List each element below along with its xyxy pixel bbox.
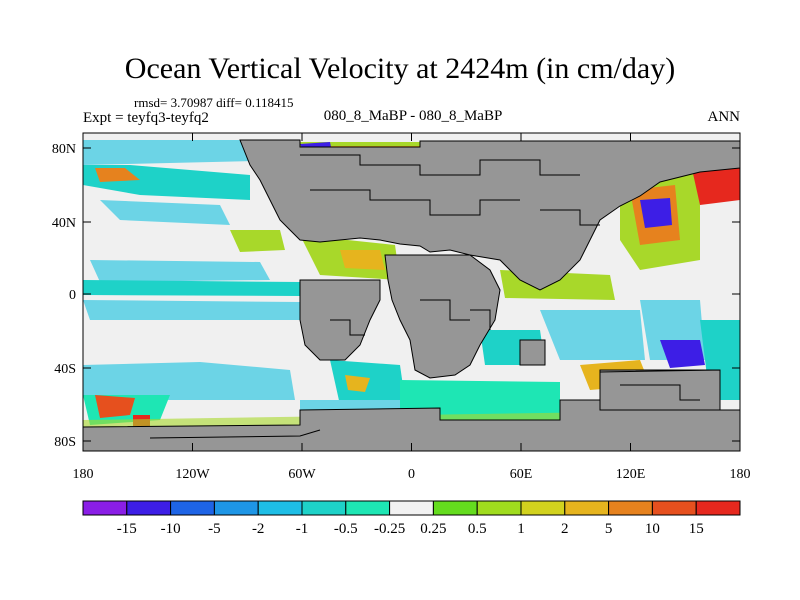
lon-label-180e: 180: [730, 467, 751, 482]
colorbar-swatch: [608, 500, 653, 516]
colorbar-label: 5: [605, 521, 613, 537]
lat-label-80s: 80S: [54, 435, 76, 450]
lat-label-40s: 40S: [54, 362, 76, 377]
colorbar-label: -1: [296, 521, 309, 537]
stats-label: rmsd= 3.70987 diff= 0.118415: [134, 95, 294, 110]
colorbar-swatch: [389, 500, 434, 516]
colorbar-label: 0.25: [420, 521, 446, 537]
colorbar-label: -10: [161, 521, 181, 537]
colorbar: -15 -10 -5 -2 -1 -0.5 -0.25 0.25 0.5 1 2 5 10 15: [82, 500, 741, 537]
center-label: 080_8_MaBP - 080_8_MaBP: [323, 108, 503, 124]
colorbar-swatch: [301, 500, 347, 516]
lat-axis: [83, 147, 740, 442]
colorbar-swatch: [520, 500, 566, 516]
colorbar-label: 2: [561, 521, 569, 537]
plot-title: Ocean Vertical Velocity at 2424m (in cm/…: [124, 52, 676, 85]
lon-label-60e: 60E: [510, 467, 533, 482]
colorbar-label: -15: [117, 521, 137, 537]
lon-label-0: 0: [408, 467, 415, 482]
season-label: ANN: [707, 109, 741, 125]
lon-label-60w: 60W: [288, 467, 316, 482]
colorbar-label: 15: [689, 521, 704, 537]
colorbar-swatch: [170, 500, 215, 516]
colorbar-swatch: [82, 500, 128, 516]
colorbar-label: -0.5: [334, 521, 358, 537]
lon-label-120e: 120E: [616, 467, 646, 482]
lon-label-180w: 180: [73, 467, 94, 482]
colorbar-swatch: [126, 500, 172, 516]
coastline-details: [149, 154, 700, 439]
experiment-label: Expt = teyfq3-teyfq2: [83, 110, 209, 126]
lat-label-80n: 80N: [52, 142, 76, 157]
colorbar-label: -0.25: [374, 521, 405, 537]
colorbar-label: 10: [645, 521, 660, 537]
colorbar-swatch: [651, 500, 697, 516]
colorbar-label: -2: [252, 521, 265, 537]
colorbar-label: 1: [517, 521, 525, 537]
lat-label-40n: 40N: [52, 216, 76, 231]
colorbar-swatch: [432, 500, 478, 516]
colorbar-swatch: [695, 500, 741, 516]
lon-axis: [82, 133, 741, 451]
colorbar-swatch: [213, 500, 259, 516]
colorbar-label: -5: [208, 521, 221, 537]
colorbar-swatch: [257, 500, 303, 516]
map-field: [83, 133, 740, 451]
lon-label-120w: 120W: [175, 467, 210, 482]
colorbar-swatch: [476, 500, 522, 516]
colorbar-swatch: [564, 500, 610, 516]
lat-label-0: 0: [69, 288, 76, 303]
colorbar-swatch: [345, 500, 391, 516]
colorbar-label: 0.5: [468, 521, 487, 537]
